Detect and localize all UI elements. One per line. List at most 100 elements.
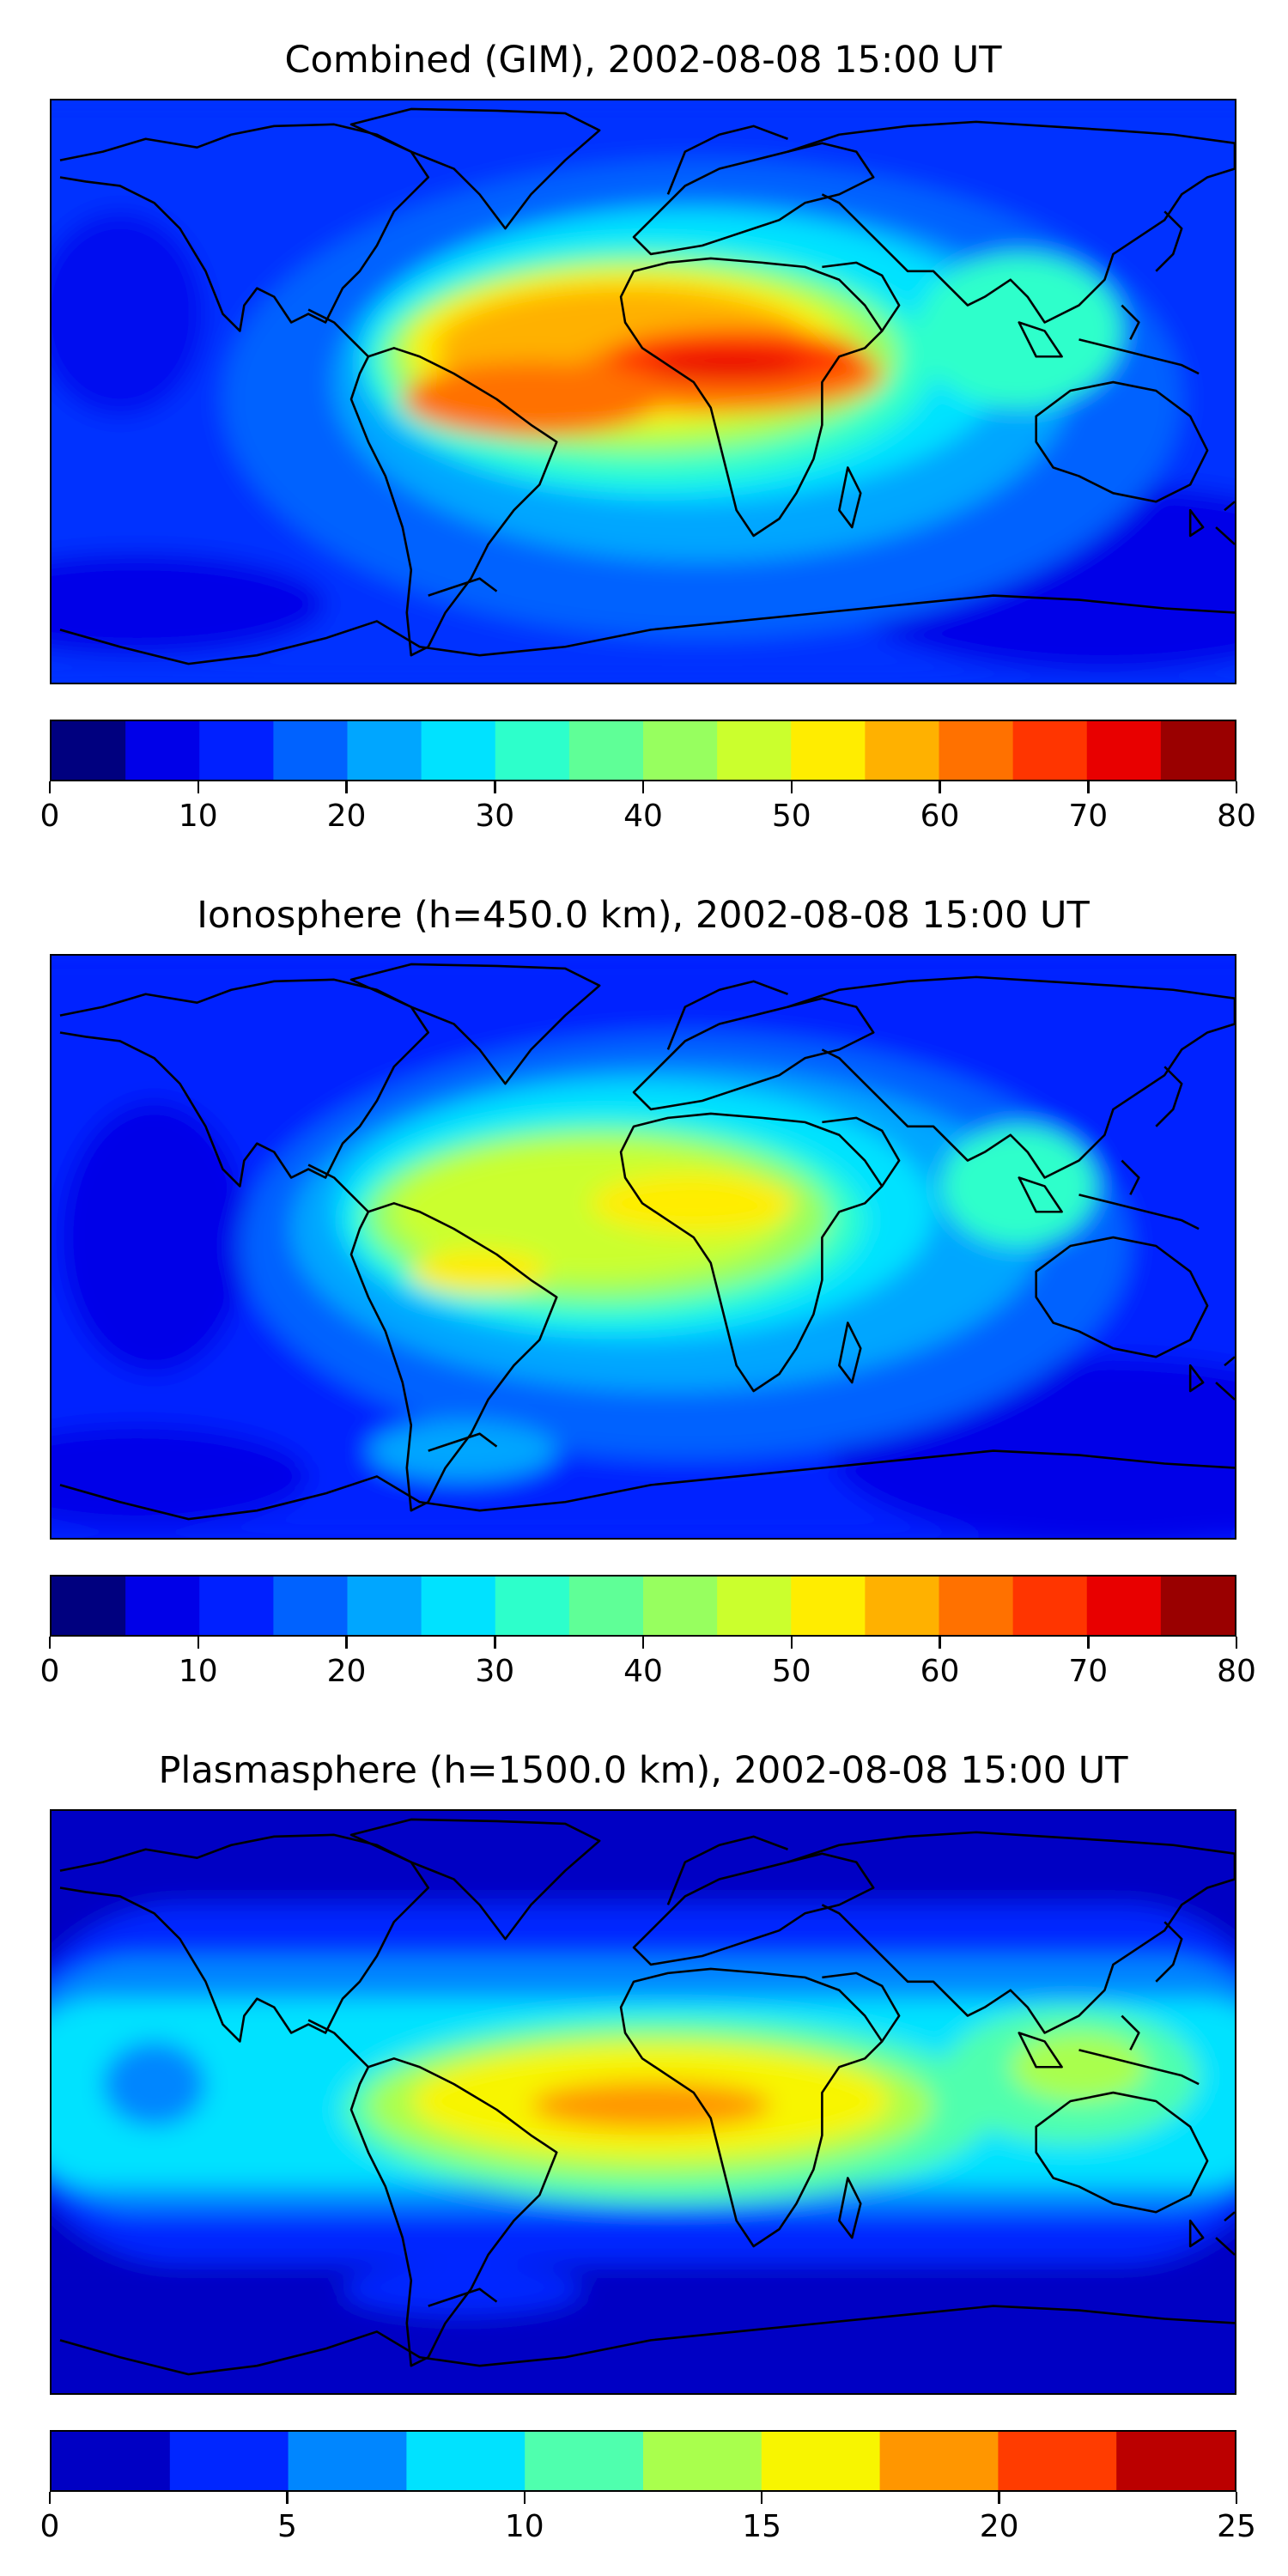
panel-1-map (50, 99, 1236, 684)
panel-1-colorbar (50, 720, 1236, 781)
colorbar-tick-label: 80 (1217, 1654, 1256, 1689)
colorbar-swatch (347, 721, 422, 780)
colorbar-tick-mark (48, 781, 52, 793)
colorbar-swatch (495, 1577, 570, 1635)
colorbar-tick-mark (790, 781, 793, 793)
colorbar-tick-label: 80 (1217, 799, 1256, 834)
colorbar-tick-mark (939, 1637, 941, 1649)
colorbar-tick-label: 40 (623, 799, 663, 834)
colorbar-tick-mark (641, 1637, 645, 1649)
colorbar-tick-label: 50 (771, 799, 811, 834)
panel-3-map (50, 1809, 1236, 2395)
colorbar-tick-mark (998, 2492, 1000, 2504)
colorbar-swatch (643, 1577, 718, 1635)
colorbar-tick-mark (523, 2492, 526, 2504)
colorbar-swatch (273, 1577, 349, 1635)
colorbar-swatch (52, 2432, 171, 2490)
colorbar-swatch (879, 2432, 999, 2490)
colorbar-tick-label: 0 (39, 799, 60, 834)
colorbar-swatch (1012, 1577, 1088, 1635)
panel-3-colorbar-ticks: 0 5 10 15 20 25 (40, 2492, 1256, 2552)
colorbar-tick-mark (345, 1637, 348, 1649)
colorbar-swatch (52, 721, 126, 780)
colorbar-swatch (717, 721, 792, 780)
colorbar-swatch (939, 1577, 1014, 1635)
colorbar-tick-mark (760, 2492, 763, 2504)
colorbar-swatch (568, 1577, 644, 1635)
colorbar-tick-mark (1235, 1637, 1238, 1649)
colorbar-swatch (568, 721, 644, 780)
colorbar-tick-label: 60 (920, 1654, 960, 1689)
panel-1-colorbar-ticks: 0 10 20 30 40 50 60 70 80 (40, 781, 1256, 841)
colorbar-swatch (273, 721, 349, 780)
panel-2-colorbar (50, 1575, 1236, 1637)
colorbar-tick-mark (494, 781, 496, 793)
colorbar-swatch (865, 721, 940, 780)
colorbar-tick-label: 20 (326, 799, 367, 834)
colorbar-tick-mark (790, 1637, 793, 1649)
colorbar-tick-label: 15 (742, 2509, 782, 2544)
colorbar-tick-mark (1087, 1637, 1090, 1649)
colorbar-tick-label: 60 (920, 799, 960, 834)
panel-1-contour-map (52, 100, 1235, 683)
colorbar-swatch (791, 1577, 866, 1635)
colorbar-swatch (791, 721, 866, 780)
colorbar-tick-label: 20 (979, 2509, 1019, 2544)
colorbar-tick-label: 0 (39, 1654, 60, 1689)
colorbar-tick-label: 10 (178, 799, 218, 834)
colorbar-tick-label: 10 (504, 2509, 544, 2544)
colorbar-swatch (1012, 721, 1088, 780)
colorbar-tick-label: 30 (475, 1654, 515, 1689)
panel-2-title: Ionosphere (h=450.0 km), 2002-08-08 15:0… (197, 894, 1090, 937)
colorbar-tick-mark (48, 1637, 52, 1649)
colorbar-swatch (643, 2432, 762, 2490)
panel-3-title: Plasmasphere (h=1500.0 km), 2002-08-08 1… (158, 1749, 1128, 1792)
panel-3-colorbar (50, 2430, 1236, 2492)
colorbar-tick-label: 40 (623, 1654, 663, 1689)
colorbar-tick-mark (1235, 781, 1238, 793)
colorbar-swatch (347, 1577, 422, 1635)
colorbar-tick-label: 5 (276, 2509, 297, 2544)
colorbar-swatch (525, 2432, 644, 2490)
colorbar-swatch (1086, 721, 1162, 780)
colorbar-tick-mark (197, 1637, 199, 1649)
colorbar-swatch (998, 2432, 1117, 2490)
colorbar-swatch (288, 2432, 407, 2490)
colorbar-swatch (1160, 721, 1235, 780)
colorbar-tick-mark (939, 781, 941, 793)
colorbar-tick-mark (197, 781, 199, 793)
colorbar-swatch (125, 1577, 200, 1635)
colorbar-swatch (169, 2432, 289, 2490)
colorbar-swatch (1086, 1577, 1162, 1635)
colorbar-tick-label: 70 (1068, 799, 1109, 834)
colorbar-tick-mark (494, 1637, 496, 1649)
colorbar-tick-label: 50 (771, 1654, 811, 1689)
colorbar-swatch (421, 721, 496, 780)
colorbar-tick-mark (345, 781, 348, 793)
colorbar-tick-label: 25 (1217, 2509, 1256, 2544)
panel-2-colorbar-swatches (52, 1577, 1235, 1635)
colorbar-tick-mark (1235, 2492, 1238, 2504)
panel-2-contour-map (52, 956, 1235, 1538)
colorbar-swatch (761, 2432, 881, 2490)
colorbar-tick-mark (1087, 781, 1090, 793)
colorbar-swatch (52, 1577, 126, 1635)
colorbar-tick-mark (286, 2492, 289, 2504)
colorbar-swatch (199, 1577, 274, 1635)
colorbar-tick-label: 30 (475, 799, 515, 834)
colorbar-swatch (421, 1577, 496, 1635)
panel-1-colorbar-swatches (52, 721, 1235, 780)
colorbar-swatch (939, 721, 1014, 780)
colorbar-swatch (1116, 2432, 1235, 2490)
colorbar-swatch (495, 721, 570, 780)
colorbar-swatch (125, 721, 200, 780)
colorbar-swatch (406, 2432, 526, 2490)
colorbar-tick-label: 20 (326, 1654, 367, 1689)
panel-3-contour-map (52, 1811, 1235, 2393)
panel-2-colorbar-ticks: 0 10 20 30 40 50 60 70 80 (40, 1637, 1256, 1697)
colorbar-tick-label: 10 (178, 1654, 218, 1689)
panel-2-map (50, 954, 1236, 1540)
colorbar-tick-label: 0 (39, 2509, 60, 2544)
colorbar-tick-mark (641, 781, 645, 793)
colorbar-swatch (199, 721, 274, 780)
